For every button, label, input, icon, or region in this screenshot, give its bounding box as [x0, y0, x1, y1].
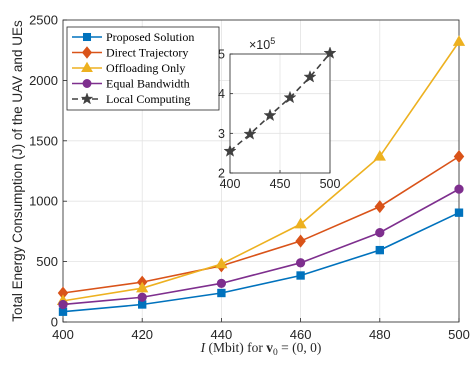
data-point-proposed — [454, 208, 464, 217]
data-point-offloading — [373, 149, 386, 161]
data-point-equal — [216, 278, 227, 288]
y-tick-label: 2500 — [29, 13, 58, 28]
inset-data-point-local — [323, 46, 337, 59]
y-tick-label: 1500 — [29, 133, 58, 148]
series-line-offloading — [62, 41, 460, 302]
inset-y-tick-label: 5 — [218, 48, 225, 62]
y-tick-label: 1000 — [29, 194, 58, 209]
y-tick-label: 2000 — [29, 73, 58, 88]
data-point-offloading — [294, 217, 307, 229]
x-tick-label: 420 — [131, 327, 153, 342]
x-tick-label: 500 — [448, 327, 470, 342]
inset-y-tick-label: 3 — [218, 127, 225, 141]
y-tick-label: 500 — [36, 254, 58, 269]
x-axis-label: I (Mbit) for v0 = (0, 0) — [200, 340, 322, 358]
data-point-proposed — [217, 288, 226, 298]
data-point-direct — [374, 200, 386, 214]
legend-item-proposed: Proposed Solution — [72, 30, 194, 44]
legend-label: Local Computing — [106, 92, 190, 106]
inset-x-tick-label: 400 — [220, 177, 241, 191]
series-line-equal — [62, 188, 460, 306]
inset-chart: 400 450 500 2 3 4 5 ×105 — [218, 36, 340, 191]
legend-marker-direct — [81, 46, 93, 59]
data-point-proposed — [296, 271, 305, 280]
x-tick-label: 480 — [369, 327, 391, 342]
data-point-proposed — [58, 307, 68, 316]
data-point-equal — [375, 227, 385, 238]
legend-label: Offloading Only — [106, 61, 185, 75]
legend-marker-offloading — [81, 61, 93, 73]
inset-y-tick-label: 4 — [218, 87, 225, 101]
inset-x-tick-label: 450 — [270, 177, 291, 191]
data-point-equal — [454, 184, 464, 194]
y-tick-labels: 0 500 1000 1500 2000 2500 — [29, 13, 58, 330]
inset-data-point-local — [283, 90, 297, 104]
inset-series — [223, 46, 337, 157]
y-tick-label: 0 — [51, 315, 58, 330]
inset-plot-area — [229, 53, 331, 174]
data-point-direct — [453, 149, 465, 164]
series-line-direct — [62, 155, 460, 294]
legend-marker-equal — [82, 79, 92, 88]
main-series — [56, 35, 466, 316]
data-point-offloading — [452, 35, 466, 46]
legend-marker-proposed — [82, 32, 92, 42]
inset-data-point-local — [303, 70, 317, 83]
inset-x-tick-labels: 400 450 500 — [220, 177, 341, 191]
main-plot-area — [62, 19, 460, 323]
data-point-offloading — [136, 281, 149, 293]
inset-exponent-label: ×105 — [249, 36, 275, 52]
data-point-equal — [58, 299, 68, 310]
legend-marker-local — [80, 92, 94, 105]
inset-data-point-local — [263, 108, 277, 122]
inset-data-point-local — [243, 127, 257, 140]
data-point-equal — [137, 292, 147, 302]
inset-series-local — [223, 46, 337, 157]
inset-y-tick-label: 2 — [218, 167, 225, 181]
x-tick-label: 460 — [290, 327, 312, 342]
legend: Proposed Solution Direct TrajectoryOffloa… — [66, 26, 220, 111]
legend-label: Direct Trajectory — [106, 46, 188, 60]
legend-item-offloading: Offloading Only — [72, 61, 185, 75]
x-tick-label: 440 — [211, 327, 233, 342]
inset-y-tick-labels: 2 3 4 5 — [218, 48, 225, 181]
x-tick-labels: 400 420 440 460 480 500 — [52, 327, 470, 342]
data-point-equal — [295, 258, 306, 268]
inset-x-tick-label: 500 — [320, 177, 341, 191]
data-point-offloading — [215, 257, 228, 269]
series-line-proposed — [62, 211, 460, 313]
legend-label: Equal Bandwidth — [106, 77, 190, 91]
legend-item-equal: Equal Bandwidth — [72, 77, 190, 91]
y-axis-label: Total Energy Consumption (J) of the UAV … — [10, 20, 25, 322]
x-tick-label: 400 — [52, 327, 74, 342]
legend-item-local: Local Computing — [72, 92, 190, 106]
inset-series-line-local — [229, 52, 331, 152]
legend-label: Proposed Solution — [106, 30, 194, 44]
data-point-proposed — [138, 300, 147, 309]
data-point-proposed — [375, 245, 384, 255]
series-equal — [58, 184, 464, 310]
data-point-direct — [295, 234, 306, 248]
series-proposed — [58, 208, 464, 316]
inset-data-point-local — [223, 144, 237, 157]
legend-item-direct: Direct Trajectory — [72, 46, 188, 60]
